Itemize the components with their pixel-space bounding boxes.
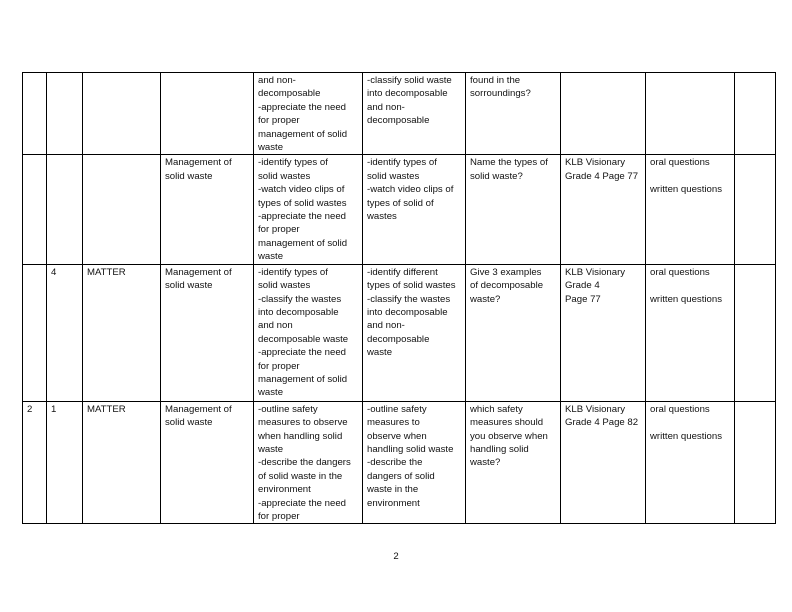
- resources-cell: KLB Visionary Grade 4 Page 82: [560, 400, 646, 525]
- assessment-cell: oral questions written questions: [645, 154, 735, 265]
- week-cell: [22, 71, 47, 156]
- learning-outcomes-cell: and non- decomposable -appreciate the ne…: [253, 71, 363, 156]
- page-number: 2: [393, 551, 399, 562]
- table-row: and non- decomposable -appreciate the ne…: [22, 71, 776, 156]
- week-cell: [22, 263, 47, 402]
- resources-cell: KLB Visionary Grade 4 Page 77: [560, 154, 646, 265]
- lesson-cell: [46, 154, 83, 265]
- learning-experiences-cell: -classify solid waste into decomposable …: [362, 71, 466, 156]
- sub-strand-cell: Management of solid waste: [160, 263, 254, 402]
- week-cell: 2: [22, 400, 47, 525]
- reflection-cell: [734, 154, 776, 265]
- lesson-cell: [46, 71, 83, 156]
- key-inquiry-question-cell: found in the sorroundings?: [465, 71, 561, 156]
- learning-outcomes-cell: -identify types of solid wastes -classif…: [253, 263, 363, 402]
- learning-experiences-cell: -identify different types of solid waste…: [362, 263, 466, 402]
- key-inquiry-question-cell: Name the types of solid waste?: [465, 154, 561, 265]
- scheme-of-work-table: and non- decomposable -appreciate the ne…: [22, 71, 776, 525]
- sub-strand-cell: Management of solid waste: [160, 400, 254, 525]
- assessment-cell: oral questions written questions: [645, 263, 735, 402]
- learning-experiences-cell: -identify types of solid wastes -watch v…: [362, 154, 466, 265]
- lesson-cell: 4: [46, 263, 83, 402]
- lesson-cell: 1: [46, 400, 83, 525]
- resources-cell: KLB Visionary Grade 4 Page 77: [560, 263, 646, 402]
- sub-strand-cell: [160, 71, 254, 156]
- strand-cell: MATTER: [82, 263, 161, 402]
- table-row: 2 1 MATTER Management of solid waste -outlin…: [22, 400, 776, 525]
- reflection-cell: [734, 400, 776, 525]
- learning-outcomes-cell: -outline safety measures to observe when…: [253, 400, 363, 525]
- learning-experiences-cell: -outline safety measures to observe when…: [362, 400, 466, 525]
- key-inquiry-question-cell: Give 3 examples of decomposable waste?: [465, 263, 561, 402]
- learning-outcomes-cell: -identify types of solid wastes -watch v…: [253, 154, 363, 265]
- table-row: 4 MATTER Management of solid waste -identif…: [22, 263, 776, 402]
- assessment-cell: oral questions written questions: [645, 400, 735, 525]
- strand-cell: [82, 71, 161, 156]
- sub-strand-cell: Management of solid waste: [160, 154, 254, 265]
- key-inquiry-question-cell: which safety measures should you observe…: [465, 400, 561, 525]
- resources-cell: [560, 71, 646, 156]
- reflection-cell: [734, 263, 776, 402]
- table-row: Management of solid waste -identify types…: [22, 154, 776, 265]
- strand-cell: MATTER: [82, 400, 161, 525]
- strand-cell: [82, 154, 161, 265]
- reflection-cell: [734, 71, 776, 156]
- assessment-cell: [645, 71, 735, 156]
- week-cell: [22, 154, 47, 265]
